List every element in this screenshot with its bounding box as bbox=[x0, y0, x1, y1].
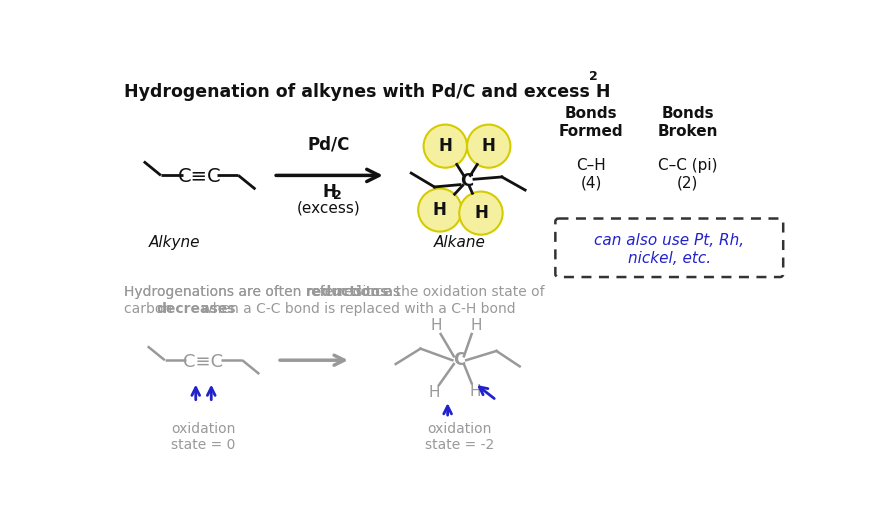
Circle shape bbox=[418, 188, 461, 231]
Text: H: H bbox=[438, 137, 453, 155]
Text: Hydrogenations are often referred to as reductions since the oxidation state of: Hydrogenations are often referred to as … bbox=[125, 285, 672, 298]
Text: H: H bbox=[474, 204, 488, 222]
Text: carbon: carbon bbox=[125, 302, 177, 316]
Text: 2: 2 bbox=[333, 189, 342, 202]
Text: C: C bbox=[461, 172, 474, 190]
Text: Pd/C: Pd/C bbox=[308, 136, 350, 154]
Text: Bonds
Broken: Bonds Broken bbox=[658, 106, 718, 139]
Text: reductions: reductions bbox=[306, 285, 389, 298]
Text: C≡C: C≡C bbox=[184, 353, 224, 371]
Text: H: H bbox=[470, 318, 482, 333]
Text: H: H bbox=[469, 383, 481, 398]
Text: H: H bbox=[433, 201, 446, 219]
Text: H: H bbox=[431, 318, 442, 333]
Circle shape bbox=[460, 191, 503, 234]
Text: 2: 2 bbox=[589, 70, 598, 83]
Text: (excess): (excess) bbox=[297, 200, 361, 215]
Text: C–C (pi)
(2): C–C (pi) (2) bbox=[658, 158, 718, 191]
Text: Hydrogenation of alkynes with Pd/C and excess H: Hydrogenation of alkynes with Pd/C and e… bbox=[125, 83, 611, 101]
Text: when a C-C bond is replaced with a C-H bond: when a C-C bond is replaced with a C-H b… bbox=[197, 302, 515, 316]
Text: C: C bbox=[453, 351, 465, 369]
Text: oxidation
state = 0: oxidation state = 0 bbox=[171, 422, 236, 452]
Text: since the oxidation state of: since the oxidation state of bbox=[351, 285, 545, 298]
Text: H: H bbox=[482, 137, 496, 155]
FancyBboxPatch shape bbox=[555, 219, 783, 277]
Text: H: H bbox=[323, 183, 337, 201]
Circle shape bbox=[467, 124, 510, 168]
Text: Alkyne: Alkyne bbox=[149, 234, 201, 250]
Text: oxidation
state = -2: oxidation state = -2 bbox=[424, 422, 494, 452]
Text: Hydrogenations are often referred to as: Hydrogenations are often referred to as bbox=[125, 285, 405, 298]
Text: H: H bbox=[429, 385, 440, 400]
Text: C≡C: C≡C bbox=[178, 167, 221, 186]
Text: Alkane: Alkane bbox=[433, 234, 485, 250]
Text: can also use Pt, Rh,
nickel, etc.: can also use Pt, Rh, nickel, etc. bbox=[594, 233, 744, 266]
Text: Hydrogenations are often referred to as: Hydrogenations are often referred to as bbox=[125, 285, 405, 298]
Text: Bonds
Formed: Bonds Formed bbox=[559, 106, 623, 139]
Circle shape bbox=[423, 124, 467, 168]
Text: C–H
(4): C–H (4) bbox=[576, 158, 606, 191]
Text: decreases: decreases bbox=[156, 302, 236, 316]
